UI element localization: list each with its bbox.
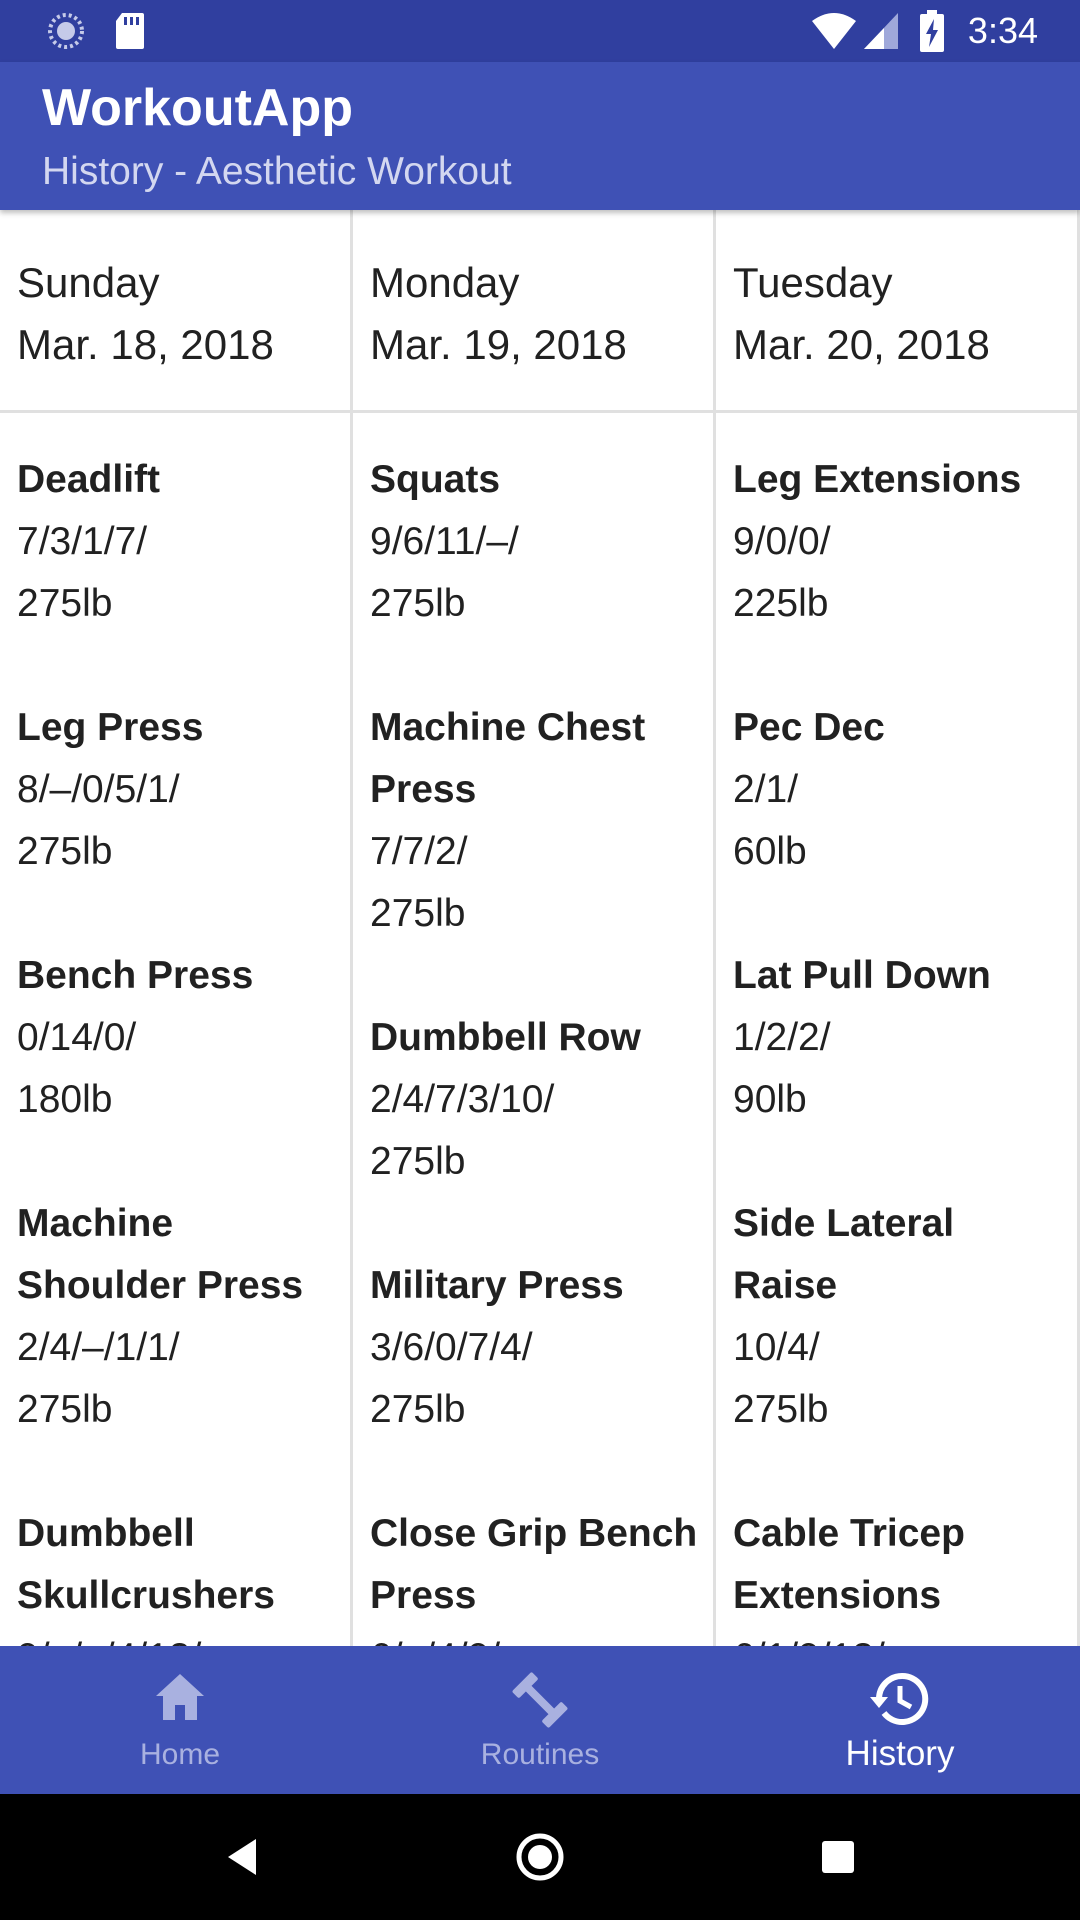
nav-label-history: History: [845, 1734, 955, 1773]
day-header: Sunday Mar. 18, 2018: [0, 210, 350, 413]
exercise-reps: 8/–/0/5/1/: [17, 768, 180, 811]
exercise-entry[interactable]: Machine Chest Press 7/7/2/ 275lb: [370, 697, 703, 945]
signal-icon: [862, 0, 900, 62]
bottom-navigation: Home Routines History: [0, 1646, 1080, 1794]
exercise-entry[interactable]: Side Lateral Raise 10/4/ 275lb: [733, 1193, 1067, 1441]
exercise-reps: 1/2/2/: [733, 1016, 831, 1059]
wifi-icon: [810, 0, 858, 62]
exercise-reps: 7/7/2/: [370, 830, 468, 873]
exercise-name: Machine Chest Press: [370, 706, 646, 811]
exercise-entry[interactable]: Dumbbell Row 2/4/7/3/10/ 275lb: [370, 1007, 703, 1193]
nav-item-history[interactable]: History: [720, 1646, 1080, 1794]
exercise-entry[interactable]: Deadlift 7/3/1/7/ 275lb: [17, 449, 340, 635]
exercise-weight: 275lb: [370, 1388, 466, 1431]
exercise-reps: 2/4/7/3/10/: [370, 1078, 555, 1121]
exercise-reps: 2/4/–/1/1/: [17, 1326, 180, 1369]
exercise-reps: 0/14/0/: [17, 1016, 137, 1059]
exercise-weight: 90lb: [733, 1078, 807, 1121]
exercise-weight: 275lb: [17, 830, 113, 873]
exercise-reps: 9/0/0/: [733, 520, 831, 563]
exercise-weight: 275lb: [17, 582, 113, 625]
exercise-name: Deadlift: [17, 458, 161, 501]
exercise-entry[interactable]: Squats 9/6/11/–/ 275lb: [370, 449, 703, 635]
exercise-entry[interactable]: Machine Shoulder Press 2/4/–/1/1/ 275lb: [17, 1193, 340, 1441]
sync-icon: [46, 0, 86, 62]
exercise-name: Machine Shoulder Press: [17, 1202, 304, 1307]
exercise-reps: 9/–/–/4/13/: [17, 1627, 340, 1646]
status-bar: 3:34: [0, 0, 1080, 62]
exercise-name: Side Lateral Raise: [733, 1202, 955, 1307]
app-bar: WorkoutApp History - Aesthetic Workout: [0, 62, 1080, 210]
exercise-entry[interactable]: Cable Tricep Extensions 6/1/9/13/: [733, 1503, 1067, 1646]
history-grid[interactable]: Sunday Mar. 18, 2018 Deadlift 7/3/1/7/ 2…: [0, 210, 1080, 1646]
exercise-weight: 225lb: [733, 582, 829, 625]
exercise-entry[interactable]: Pec Dec 2/1/ 60lb: [733, 697, 1067, 883]
exercise-weight: 275lb: [733, 1388, 829, 1431]
exercise-weight: 60lb: [733, 830, 807, 873]
day-date: Mar. 18, 2018: [17, 321, 274, 368]
nav-label-home: Home: [139, 1738, 221, 1771]
exercise-reps: 10/4/: [733, 1326, 820, 1369]
system-navigation-bar: [0, 1794, 1080, 1920]
app-title: WorkoutApp: [42, 79, 353, 137]
exercise-reps: 3/6/0/7/4/: [370, 1326, 533, 1369]
exercise-reps: 6/1/9/13/: [733, 1627, 1067, 1646]
exercise-weight: 275lb: [370, 582, 466, 625]
battery-charging-icon: [918, 0, 946, 62]
exercise-reps: 7/3/1/7/: [17, 520, 148, 563]
nav-label-routines: Routines: [480, 1738, 600, 1771]
exercise-name: Cable Tricep Extensions: [733, 1512, 965, 1617]
day-header: Monday Mar. 19, 2018: [353, 210, 713, 413]
history-day-column: Sunday Mar. 18, 2018 Deadlift 7/3/1/7/ 2…: [0, 210, 353, 1646]
sd-card-icon: [114, 0, 146, 62]
exercise-entry[interactable]: Lat Pull Down 1/2/2/ 90lb: [733, 945, 1067, 1131]
history-icon: [720, 1672, 1080, 1728]
home-icon: [0, 1672, 360, 1728]
exercise-reps: 6/–/4/9/: [370, 1627, 703, 1646]
exercise-entry[interactable]: Leg Press 8/–/0/5/1/ 275lb: [17, 697, 340, 883]
exercise-weight: 275lb: [370, 1140, 466, 1183]
status-time: 3:34: [967, 10, 1038, 51]
recents-icon[interactable]: [778, 1794, 898, 1920]
exercise-entry[interactable]: Bench Press 0/14/0/ 180lb: [17, 945, 340, 1131]
exercise-name: Dumbbell Skullcrushers: [17, 1512, 275, 1617]
exercise-entry[interactable]: Military Press 3/6/0/7/4/ 275lb: [370, 1255, 703, 1441]
exercise-name: Military Press: [370, 1264, 624, 1307]
app-subtitle: History - Aesthetic Workout: [42, 150, 512, 193]
exercise-entry[interactable]: Leg Extensions 9/0/0/ 225lb: [733, 449, 1067, 635]
day-header: Tuesday Mar. 20, 2018: [716, 210, 1077, 413]
exercise-name: Close Grip Bench Press: [370, 1512, 698, 1617]
exercise-name: Leg Press: [17, 706, 204, 749]
history-day-column: Tuesday Mar. 20, 2018 Leg Extensions 9/0…: [716, 210, 1080, 1646]
history-day-column: Monday Mar. 19, 2018 Squats 9/6/11/–/ 27…: [353, 210, 716, 1646]
day-name: Sunday: [17, 259, 160, 306]
exercise-entry[interactable]: Close Grip Bench Press 6/–/4/9/: [370, 1503, 703, 1646]
day-name: Monday: [370, 259, 520, 306]
exercise-name: Pec Dec: [733, 706, 885, 749]
exercise-name: Leg Extensions: [733, 458, 1022, 501]
day-date: Mar. 20, 2018: [733, 321, 990, 368]
exercise-weight: 180lb: [17, 1078, 113, 1121]
day-name: Tuesday: [733, 259, 893, 306]
nav-item-home[interactable]: Home: [0, 1646, 360, 1794]
exercise-weight: 275lb: [17, 1388, 113, 1431]
exercise-name: Lat Pull Down: [733, 954, 991, 997]
exercise-entry[interactable]: Dumbbell Skullcrushers 9/–/–/4/13/: [17, 1503, 340, 1646]
exercise-name: Squats: [370, 458, 501, 501]
exercise-reps: 9/6/11/–/: [370, 520, 519, 563]
exercise-name: Bench Press: [17, 954, 254, 997]
nav-item-routines[interactable]: Routines: [360, 1646, 720, 1794]
exercise-reps: 2/1/: [733, 768, 799, 811]
day-date: Mar. 19, 2018: [370, 321, 627, 368]
dumbbell-icon: [360, 1672, 720, 1728]
back-icon[interactable]: [182, 1794, 302, 1920]
exercise-weight: 275lb: [370, 892, 466, 935]
home-circle-icon[interactable]: [480, 1794, 600, 1920]
exercise-name: Dumbbell Row: [370, 1016, 641, 1059]
